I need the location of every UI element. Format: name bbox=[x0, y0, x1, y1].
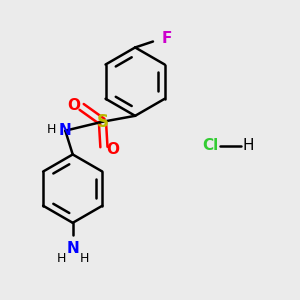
Text: H: H bbox=[57, 252, 66, 265]
Text: O: O bbox=[67, 98, 80, 113]
Text: H: H bbox=[47, 123, 57, 136]
Text: F: F bbox=[161, 31, 172, 46]
Text: H: H bbox=[79, 252, 89, 265]
Text: Cl: Cl bbox=[202, 138, 218, 153]
Text: S: S bbox=[96, 113, 108, 131]
Text: N: N bbox=[66, 241, 79, 256]
Text: O: O bbox=[106, 142, 119, 157]
Text: N: N bbox=[59, 123, 72, 138]
Text: H: H bbox=[242, 138, 254, 153]
